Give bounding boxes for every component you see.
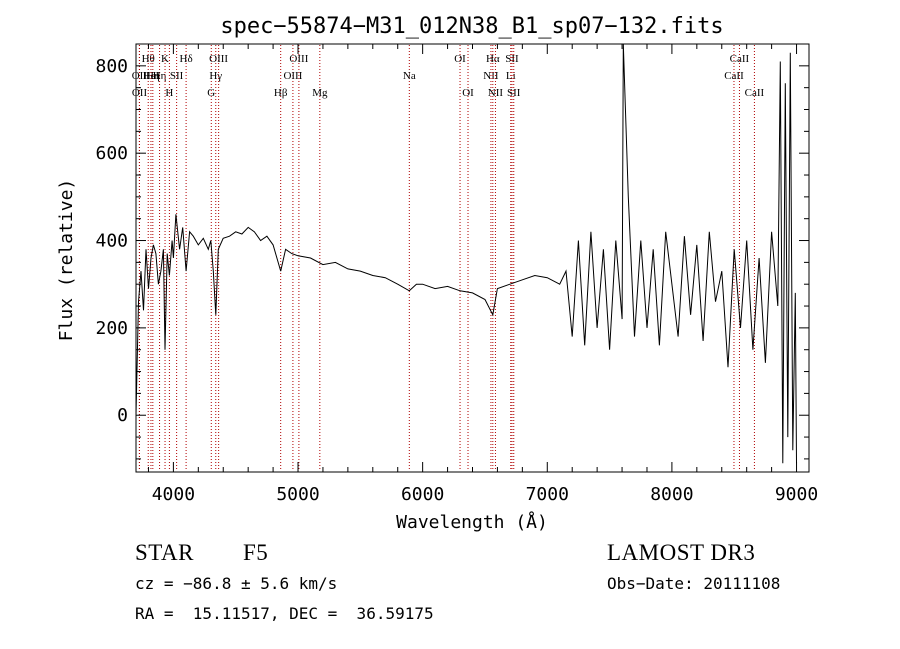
x-tick-label: 6000 xyxy=(401,484,444,505)
line-label: Li xyxy=(506,70,516,82)
y-tick-label: 800 xyxy=(95,56,128,77)
coordinates-info: RA = 15.11517, DEC = 36.59175 xyxy=(135,604,434,623)
y-tick-label: 400 xyxy=(95,231,128,252)
line-label: SII xyxy=(505,53,519,65)
y-tick-label: 0 xyxy=(117,405,128,426)
y-axis-label: Flux (relative) xyxy=(56,179,77,342)
survey-name: LAMOST DR3 xyxy=(607,540,756,565)
line-label: OIII xyxy=(289,53,308,65)
line-label: Na xyxy=(403,70,416,82)
line-label: Mg xyxy=(312,87,328,99)
spectral-line-markers: HθOIIOIIHηHeIHηKHSIIHδGHγOIIIHβOIIIOIIIM… xyxy=(132,45,765,471)
line-label: SII xyxy=(507,87,521,99)
x-tick-label: 9000 xyxy=(775,484,818,505)
line-label: G xyxy=(207,87,215,99)
line-label: H xyxy=(165,87,173,99)
y-tick-label: 600 xyxy=(95,143,128,164)
line-label: OIII xyxy=(283,70,302,82)
line-label: HeI xyxy=(143,70,160,82)
x-tick-label: 5000 xyxy=(276,484,319,505)
line-label: K xyxy=(161,53,169,65)
observation-date: Obs−Date: 20111108 xyxy=(607,574,781,593)
line-label: Hβ xyxy=(274,87,288,99)
line-label: Hη xyxy=(153,70,167,82)
line-label: SII xyxy=(170,70,184,82)
line-label: Hα xyxy=(486,53,500,65)
x-tick-label: 8000 xyxy=(650,484,693,505)
line-label: CaII xyxy=(745,87,765,99)
x-tick-label: 7000 xyxy=(526,484,569,505)
object-subclass: F5 xyxy=(243,540,269,565)
chart-title: spec−55874−M31_012N38_B1_sp07−132.fits xyxy=(220,14,723,39)
line-label: OII xyxy=(132,87,148,99)
line-label: Hη xyxy=(146,70,160,82)
redshift-info: cz = −86.8 ± 5.6 km/s xyxy=(135,574,338,593)
axis-ticks: 4000 5000 6000 7000 8000 9000 0 200 400 600 800 xyxy=(95,43,818,505)
line-label: CaII xyxy=(724,70,744,82)
line-label: Hδ xyxy=(180,53,193,65)
line-label: Hγ xyxy=(209,70,222,82)
line-label: Hθ xyxy=(142,53,155,65)
object-class: STAR xyxy=(135,540,194,565)
spectrum-line xyxy=(135,43,797,464)
x-axis-label: Wavelength (Å) xyxy=(396,511,548,533)
y-tick-label: 200 xyxy=(95,318,128,339)
line-label: OI xyxy=(454,53,466,65)
spectrum-series xyxy=(135,43,797,464)
line-label: CaII xyxy=(730,53,750,65)
line-label: NII xyxy=(488,87,504,99)
x-tick-label: 4000 xyxy=(152,484,195,505)
line-label: OIII xyxy=(209,53,228,65)
line-label: NII xyxy=(483,70,499,82)
line-label: OI xyxy=(462,87,474,99)
